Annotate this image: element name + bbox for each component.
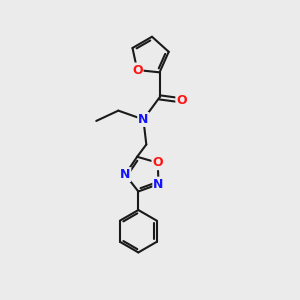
Text: N: N xyxy=(120,168,130,181)
Text: O: O xyxy=(132,64,142,76)
Text: O: O xyxy=(152,156,163,169)
Text: N: N xyxy=(138,113,148,126)
Text: N: N xyxy=(153,178,164,190)
Text: O: O xyxy=(176,94,187,107)
